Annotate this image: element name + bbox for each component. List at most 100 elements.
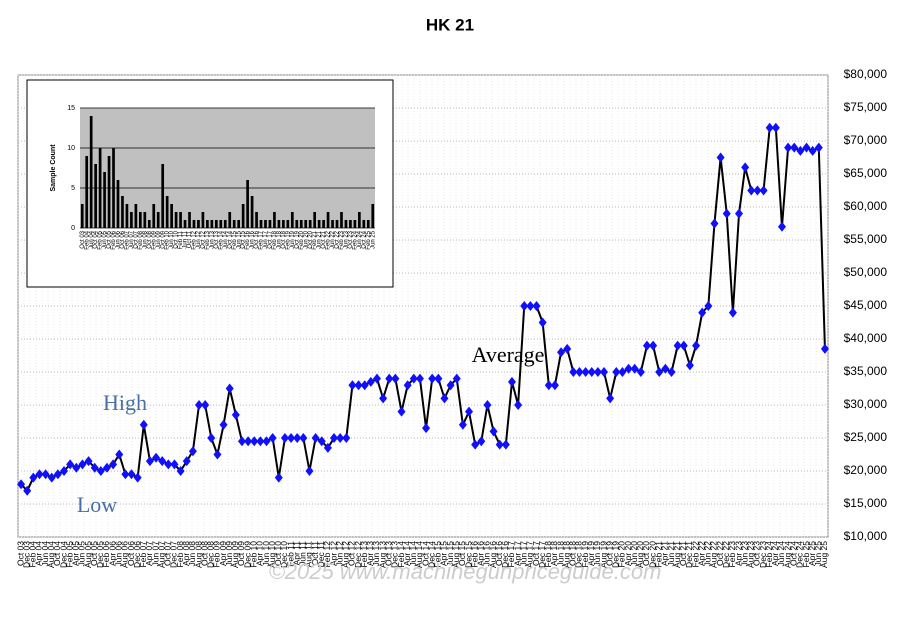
data-point: [716, 152, 725, 163]
inset-y-tick-label: 0: [71, 225, 75, 232]
data-point: [471, 439, 480, 450]
data-point: [777, 221, 786, 232]
x-tick-label: Jun 24: [776, 541, 786, 567]
inset-x-tick-label: Feb 09: [151, 230, 157, 249]
data-point: [606, 393, 615, 404]
inset-bar: [246, 180, 249, 228]
x-tick-label: Feb 18: [543, 541, 553, 568]
x-tick-label: Jun 15: [445, 541, 455, 567]
x-tick-label: Oct 11: [310, 541, 320, 566]
inset-x-tick-label: Jun 12: [196, 230, 202, 249]
data-point: [66, 459, 75, 470]
inset-y-tick-label: 5: [71, 185, 75, 192]
x-tick-label: Jun 25: [813, 541, 823, 567]
data-point: [636, 367, 645, 377]
data-point: [753, 185, 762, 196]
x-tick-label: Jun 13: [371, 541, 381, 567]
data-point: [722, 208, 731, 219]
data-point: [808, 145, 817, 156]
inset-bar: [241, 204, 245, 228]
data-point: [250, 436, 259, 447]
y-tick-label: $40,000: [844, 331, 888, 345]
data-point: [440, 393, 449, 404]
data-point: [164, 459, 173, 470]
inset-x-tick-label: Oct 12: [200, 230, 206, 248]
x-tick-label: Aug 23: [746, 541, 756, 568]
y-tick-label: $70,000: [844, 133, 888, 147]
data-point: [771, 122, 780, 133]
x-tick-label: Apr 22: [696, 541, 706, 566]
data-point: [244, 436, 253, 447]
inset-x-tick-label: Jun 06: [116, 230, 122, 249]
inset-x-tick-label: Jun 23: [344, 230, 350, 249]
inset-bar: [223, 220, 227, 228]
data-point: [360, 380, 369, 391]
inset-bar: [295, 220, 299, 228]
x-tick-label: Dec 08: [206, 541, 216, 568]
x-tick-label: Jun 21: [666, 541, 676, 567]
inset-bar: [179, 212, 182, 228]
data-point: [422, 423, 431, 434]
data-point: [336, 433, 345, 443]
inset-x-tick-label: Feb 15: [232, 230, 238, 249]
inset-bar: [183, 220, 187, 228]
data-point: [495, 439, 504, 450]
x-tick-label: Oct 06: [126, 541, 136, 566]
inset-bar: [98, 148, 102, 228]
data-point: [704, 301, 713, 311]
inset-bar: [250, 196, 254, 228]
x-tick-label: Feb 17: [506, 541, 516, 568]
data-point: [465, 406, 474, 417]
inset-bar: [290, 212, 294, 228]
inset-bar: [304, 220, 308, 228]
inset-bar: [214, 220, 218, 228]
inset-bar: [107, 156, 111, 228]
data-point: [532, 301, 541, 311]
x-tick-label: Oct 05: [89, 541, 99, 566]
x-tick-label: Dec 22: [721, 541, 731, 568]
x-tick-label: Apr 08: [181, 541, 191, 566]
inset-x-tick-label: Feb 04: [84, 230, 90, 249]
data-point: [477, 436, 486, 447]
x-tick-label: Jun 04: [40, 541, 50, 567]
inset-x-tick-label: Feb 25: [366, 230, 372, 249]
inset-bar: [353, 220, 357, 228]
inset-x-tick-label: Oct 07: [133, 230, 139, 248]
inset-x-tick-label: Oct 20: [308, 230, 314, 248]
data-point: [90, 462, 99, 473]
inset-x-tick-label: Feb 21: [312, 230, 318, 249]
inset-bar: [317, 220, 321, 228]
x-tick-label: Dec 03: [21, 541, 31, 568]
data-point: [409, 373, 418, 384]
data-point: [489, 426, 498, 437]
x-tick-label: Feb 12: [322, 541, 332, 568]
x-tick-label: Jun 11: [298, 541, 308, 566]
inset-x-tick-label: Oct 10: [174, 230, 180, 248]
data-point: [452, 373, 461, 384]
inset-bar: [147, 220, 151, 228]
data-point: [765, 122, 774, 133]
inset-x-tick-label: Feb 22: [326, 230, 332, 249]
y-tick-label: $10,000: [844, 529, 888, 543]
inset-x-tick-label: Jun 19: [290, 230, 296, 249]
data-point: [195, 400, 204, 410]
data-point: [127, 469, 136, 480]
inset-bar: [206, 220, 209, 228]
data-point: [348, 380, 357, 391]
data-point: [35, 469, 44, 480]
inset-x-tick-label: Jun 16: [250, 230, 256, 249]
data-point: [305, 466, 314, 476]
x-tick-label: Apr 10: [255, 541, 265, 566]
data-point: [213, 449, 222, 460]
inset-x-tick-label: Feb 10: [165, 230, 171, 249]
x-tick-label: Aug 10: [267, 541, 277, 568]
data-point: [550, 380, 559, 391]
data-point: [366, 376, 375, 387]
inset-x-tick-label: Feb 08: [138, 230, 144, 249]
y-tick-label: $50,000: [844, 265, 888, 279]
data-point: [679, 340, 688, 351]
inset-x-tick-label: Feb 07: [125, 230, 131, 249]
inset-bar: [366, 220, 370, 228]
x-tick-label: Oct 20: [641, 541, 651, 566]
x-tick-label: Apr 09: [218, 541, 228, 566]
